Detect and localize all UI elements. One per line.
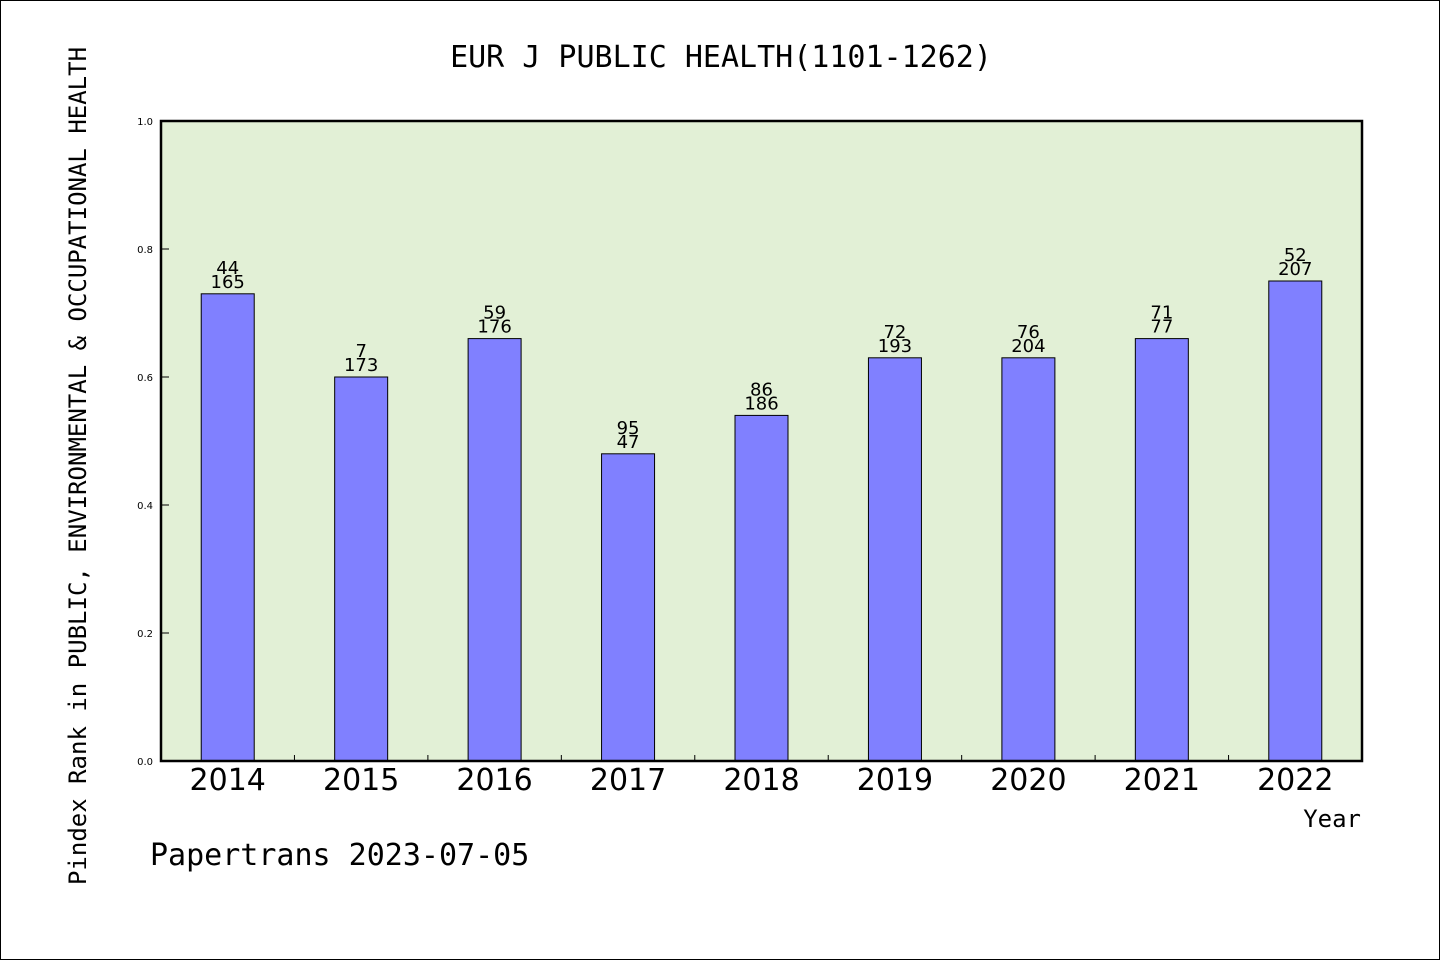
y-tick-label: 0.2 xyxy=(137,629,153,640)
data-label-top: 52 xyxy=(1284,245,1307,266)
y-tick-label: 1.0 xyxy=(137,117,153,128)
plot-border xyxy=(159,119,1364,763)
bar-2017 xyxy=(601,453,656,762)
bar-2022 xyxy=(1268,280,1323,762)
chart-title: EUR J PUBLIC HEALTH(1101-1262) xyxy=(450,40,992,75)
data-label-bottom: 77 xyxy=(1150,317,1173,338)
x-tick-labels: 2014 2015 2016 2017 2018 2019 2020 2021 2022 xyxy=(190,755,1333,798)
data-label-bottom: 207 xyxy=(1278,259,1312,280)
data-label-bottom: 173 xyxy=(344,355,378,376)
data-label-bottom: 165 xyxy=(211,272,245,293)
bar-2016 xyxy=(467,338,522,762)
bar-2018 xyxy=(734,414,789,762)
data-label-top: 71 xyxy=(1150,303,1173,324)
data-label-top: 72 xyxy=(883,322,906,343)
bar-2014 xyxy=(200,293,255,762)
data-label-top: 76 xyxy=(1017,322,1040,343)
x-axis-label: Year xyxy=(1303,805,1361,833)
x-tick-label: 2019 xyxy=(857,763,933,798)
data-label-bottom: 193 xyxy=(878,336,912,357)
data-label-bottom: 204 xyxy=(1011,336,1045,357)
bar-2020 xyxy=(1001,357,1056,762)
watermark-text: Papertrans 2023-07-05 xyxy=(150,838,529,873)
data-label-bottom: 186 xyxy=(744,393,778,414)
bar-2019 xyxy=(867,357,922,762)
data-label-top: 59 xyxy=(483,303,506,324)
x-tick-label: 2021 xyxy=(1124,763,1200,798)
data-label-top: 7 xyxy=(355,341,366,362)
data-label-top: 86 xyxy=(750,379,773,400)
bar-2021 xyxy=(1134,338,1189,762)
x-tick-label: 2018 xyxy=(723,763,799,798)
x-tick-label: 2020 xyxy=(990,763,1066,798)
bars-group xyxy=(200,280,1323,762)
y-tick-label: 0.0 xyxy=(137,757,153,768)
y-tick-label: 0.8 xyxy=(137,245,153,256)
x-tick-label: 2015 xyxy=(323,763,399,798)
y-tick-label: 0.4 xyxy=(137,501,153,512)
data-label-top: 95 xyxy=(617,418,640,439)
data-label-top: 44 xyxy=(216,258,239,279)
x-tick-label: 2016 xyxy=(456,763,532,798)
x-tick-label: 2014 xyxy=(190,763,266,798)
y-tick-label: 0.6 xyxy=(137,373,153,384)
data-label-bottom: 176 xyxy=(477,317,511,338)
x-tick-label: 2022 xyxy=(1257,763,1333,798)
y-axis-label: Pindex Rank in PUBLIC, ENVIRONMENTAL & O… xyxy=(64,47,92,885)
bar-2015 xyxy=(334,376,389,762)
x-tick-label: 2017 xyxy=(590,763,666,798)
data-label-bottom: 47 xyxy=(617,432,640,453)
